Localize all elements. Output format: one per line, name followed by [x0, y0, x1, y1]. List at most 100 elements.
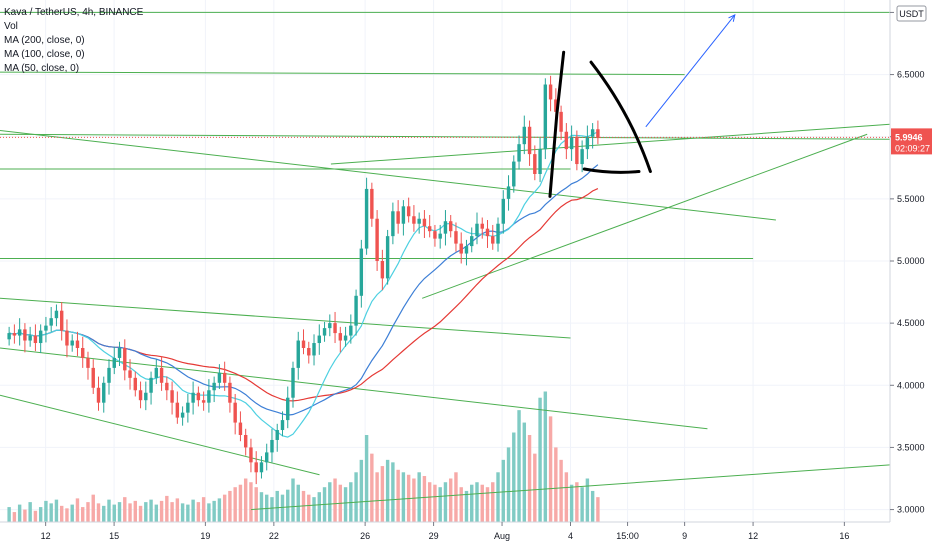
ma-50-line — [8, 131, 599, 438]
price-tick-label: 6.5000 — [897, 70, 925, 80]
volume-bar — [580, 487, 584, 522]
volume-bar — [81, 507, 85, 522]
candle-body — [533, 154, 537, 174]
indicator-vol[interactable]: Vol — [4, 21, 18, 32]
candle-body — [554, 99, 558, 112]
candle-body — [470, 236, 474, 247]
drawing-stroke — [589, 60, 652, 174]
volume-bar — [217, 498, 222, 522]
indicator-ma50[interactable]: MA (50, close, 0) — [4, 63, 80, 74]
candle-body — [433, 231, 437, 239]
volume-bar — [270, 497, 274, 522]
indicator-ma200[interactable]: MA (200, close, 0) — [4, 35, 85, 46]
candle-body — [485, 228, 490, 237]
candle-body — [585, 136, 590, 150]
volume-bar — [543, 391, 548, 522]
candle-body — [265, 452, 269, 463]
volume-bar — [207, 503, 211, 522]
candle-body — [391, 211, 395, 237]
candle-body — [165, 382, 169, 391]
last-price-label: 5.9946 — [895, 132, 923, 142]
candle-body — [243, 435, 248, 448]
date-tick-label: 16 — [839, 531, 849, 541]
candle-body — [217, 372, 222, 383]
arrow-head — [728, 14, 736, 22]
volume-bar — [506, 447, 511, 522]
candle-body — [417, 218, 421, 224]
candle-body — [123, 348, 127, 371]
candle-body — [412, 216, 416, 224]
price-tick-label: 3.0000 — [897, 505, 925, 515]
volume-bar — [533, 453, 537, 522]
volume-bar — [165, 495, 169, 522]
volume-bar — [123, 497, 127, 522]
volume-bar — [554, 447, 558, 522]
candle-body — [422, 218, 427, 227]
currency-badge[interactable] — [896, 5, 927, 22]
candle-body — [301, 340, 306, 348]
candle-body — [338, 333, 343, 341]
candle-body — [33, 335, 38, 344]
volume-bar — [301, 490, 306, 522]
candle-body — [580, 149, 584, 165]
indicator-ma100[interactable]: MA (100, close, 0) — [4, 49, 85, 60]
candle-body — [333, 323, 337, 334]
candle-body — [81, 348, 85, 358]
volume-bar — [91, 494, 95, 522]
candle-body — [44, 325, 48, 331]
candle-body — [65, 330, 69, 346]
last-price-label-bg — [891, 128, 932, 155]
candle-body — [238, 422, 243, 435]
trendline — [0, 297, 571, 339]
volume-bar — [538, 397, 542, 522]
candle-body — [307, 348, 311, 356]
candle-body — [144, 392, 148, 401]
candle-body — [12, 333, 17, 336]
ma-200-line — [8, 188, 599, 402]
candle-body — [270, 439, 274, 453]
candle-body — [254, 462, 258, 473]
price-tick-label: 5.0000 — [897, 256, 925, 266]
volume-bar — [364, 435, 369, 522]
candle-body — [201, 400, 206, 403]
drawing-stroke — [548, 50, 566, 198]
volume-bar — [585, 478, 590, 522]
volume-bar — [385, 459, 390, 522]
volume-bar — [391, 462, 395, 522]
candle-body — [54, 310, 59, 319]
price-tick-label: 5.5000 — [897, 194, 925, 204]
candle-body — [349, 325, 353, 336]
volume-bar — [433, 484, 437, 522]
candle-body — [396, 211, 400, 224]
candle-body — [401, 206, 406, 224]
candle-body — [212, 382, 216, 391]
volume-bar — [117, 502, 122, 522]
volume-bar — [201, 497, 206, 522]
volume-bar — [86, 502, 90, 522]
volume-bar — [575, 482, 579, 522]
volume-bar — [54, 499, 59, 522]
volume-bar — [75, 498, 80, 522]
candle-body — [70, 340, 74, 346]
candle-body — [186, 402, 190, 413]
date-tick-label: 12 — [41, 531, 51, 541]
volume-bar — [522, 422, 527, 522]
volume-bar — [28, 502, 32, 522]
candle-body — [491, 236, 495, 244]
candle-body — [354, 295, 358, 326]
candle-body — [517, 144, 521, 162]
symbol-title: Kava / TetherUS, 4h, BINANCE — [4, 7, 144, 18]
volume-bar — [175, 498, 180, 522]
volume-bar — [448, 478, 453, 522]
volume-bar — [328, 482, 332, 522]
currency-label: USDT — [899, 9, 924, 19]
candle-body — [343, 335, 348, 341]
candle-body — [154, 367, 159, 378]
candle-body — [464, 246, 469, 254]
volume-bar — [512, 432, 516, 522]
volume-bar — [222, 494, 227, 522]
price-axis-bg — [890, 0, 932, 550]
price-tick-label: 4.0000 — [897, 380, 925, 390]
